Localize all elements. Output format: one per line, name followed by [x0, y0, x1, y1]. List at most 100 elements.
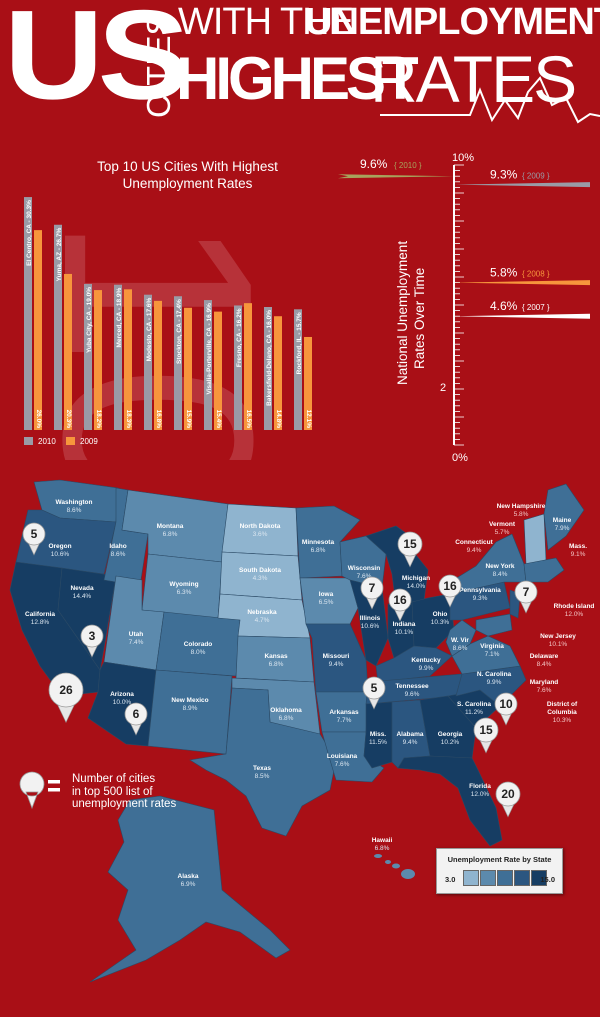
pin-count: 15 — [479, 723, 493, 737]
city-count-pin[interactable]: 5 — [362, 676, 386, 710]
us-map: Washington8.6%Oregon10.6%California12.8%… — [9, 479, 595, 983]
bar-2010 — [234, 305, 242, 430]
state-north-dakota[interactable] — [221, 503, 299, 557]
city-count-pin[interactable]: 5 — [22, 522, 46, 556]
rates-marker-2009 — [454, 182, 590, 188]
state-label: Oregon — [48, 543, 71, 550]
pin-count: 3 — [89, 629, 96, 643]
external-state-label: New Hampshire — [497, 503, 546, 510]
rates-marker-2007 — [454, 313, 590, 319]
state-iowa[interactable] — [299, 577, 359, 625]
city-count-pin[interactable]: 6 — [124, 702, 148, 736]
city-count-pin[interactable]: 16 — [438, 574, 462, 608]
external-state-label: Vermont — [489, 521, 516, 528]
state-label: Ohio — [433, 611, 448, 618]
bar-value-label-2009: 18.2% — [95, 410, 102, 429]
state-value: 7.6% — [335, 761, 350, 768]
state-florida[interactable] — [397, 755, 503, 847]
state-value: 11.2% — [465, 709, 483, 716]
bar-2009 — [214, 311, 222, 430]
state-label: Arizona — [110, 691, 134, 698]
state-new-england-south[interactable] — [523, 557, 565, 583]
state-value: 7.6% — [357, 573, 372, 580]
state-label: Iowa — [319, 591, 334, 598]
city-count-pin[interactable]: 10 — [494, 692, 518, 726]
external-state-value: 10.1% — [549, 641, 568, 648]
state-maine[interactable] — [543, 483, 585, 551]
external-state-label: Maryland — [530, 679, 559, 686]
title-trend-line — [380, 76, 600, 124]
state-georgia[interactable] — [419, 695, 477, 759]
state-value: 14.4% — [73, 593, 92, 600]
state-label: New York — [485, 563, 514, 570]
bar-2010 — [54, 224, 62, 430]
title-highest: HIGHEST — [176, 45, 419, 112]
bar-2009 — [184, 307, 192, 430]
rates-year-2010: { 2010 } — [394, 161, 422, 170]
state-label: Nevada — [70, 585, 94, 592]
state-value: 7.7% — [337, 717, 352, 724]
bar-category-label: Stockton, CA - 17.4% — [176, 299, 183, 364]
title-cities: CITIES — [140, 14, 177, 118]
state-label: Oklahoma — [270, 707, 302, 714]
rates-value-2008: 5.8% — [490, 266, 518, 280]
state-label: Michigan — [402, 575, 430, 582]
state-label: Kansas — [264, 653, 288, 660]
state-value: 10.3% — [431, 619, 450, 626]
city-count-pin[interactable]: 15 — [397, 531, 423, 568]
bar-category-label: Visalia-Porterville, CA - 16.9% — [206, 303, 213, 395]
external-state-label: New Jersey — [540, 633, 576, 640]
city-count-pin[interactable]: 3 — [80, 624, 104, 658]
external-state-label: Rhode Island — [554, 603, 595, 610]
state-delaware-maryland[interactable] — [475, 613, 513, 637]
state-value: 8.5% — [255, 773, 270, 780]
state-value: 8.0% — [191, 649, 206, 656]
pin-legend-line3: unemployment rates — [72, 798, 177, 810]
rates-marker-2008 — [454, 280, 590, 286]
state-label: Washington — [56, 499, 93, 506]
pin-count: 16 — [443, 579, 457, 593]
state-label: Maine — [553, 517, 572, 524]
state-new-mexico[interactable] — [147, 669, 233, 755]
state-value: 10.0% — [113, 699, 132, 706]
bar-value-label-2009: 18.3% — [125, 410, 132, 429]
bar-2009 — [34, 230, 42, 430]
pin-count: 16 — [393, 593, 407, 607]
state-vermont-nh[interactable] — [523, 513, 547, 565]
bar-category-label: Rockford, IL - 15.7% — [296, 312, 303, 374]
title-cities-text: CITIES — [140, 14, 177, 118]
state-label: Idaho — [109, 543, 126, 550]
external-state-label: Connecticut — [455, 539, 493, 546]
pin-legend-line2: in top 500 list of — [72, 785, 153, 798]
bar-chart-title: Top 10 US Cities With Highest Unemployme… — [60, 158, 315, 192]
state-hawaii[interactable] — [374, 854, 415, 879]
state-value: 4.3% — [253, 575, 268, 582]
bar-2009 — [94, 290, 102, 430]
bar-value-label-2009: 16.8% — [155, 410, 162, 429]
pin-count: 15 — [403, 537, 417, 551]
bar-category-label: Bakersfield-Delano, CA - 16.0% — [266, 310, 273, 406]
city-count-pin[interactable]: 16 — [388, 588, 412, 622]
bar-2009 — [244, 303, 252, 430]
external-state-value: 9.4% — [467, 547, 482, 554]
city-count-pin[interactable]: 15 — [473, 717, 499, 754]
title-with-the: WITH THE — [178, 1, 354, 43]
pin-legend-icon — [19, 771, 60, 810]
state-alaska[interactable] — [89, 795, 291, 983]
state-label: Indiana — [393, 621, 416, 628]
state-label: Virginia — [480, 643, 504, 650]
bar-2009 — [124, 289, 132, 430]
state-texas[interactable] — [189, 687, 337, 837]
city-count-pin[interactable]: 7 — [360, 576, 384, 610]
city-count-pin[interactable]: 26 — [48, 672, 84, 723]
map-color-legend: Unemployment Rate by State 3.0 15.0 — [436, 848, 563, 894]
map-states — [9, 479, 585, 983]
bar-2010 — [264, 307, 272, 430]
city-count-pin[interactable]: 20 — [495, 781, 521, 818]
pin-count: 6 — [133, 707, 140, 721]
external-state-value: 7.6% — [537, 687, 552, 694]
city-count-pin[interactable]: 7 — [514, 580, 538, 614]
state-value: 8.4% — [493, 571, 508, 578]
map-legend-title: Unemployment Rate by State — [447, 855, 552, 864]
bar-category-label: Yuma, AZ - 26.7% — [56, 228, 63, 282]
